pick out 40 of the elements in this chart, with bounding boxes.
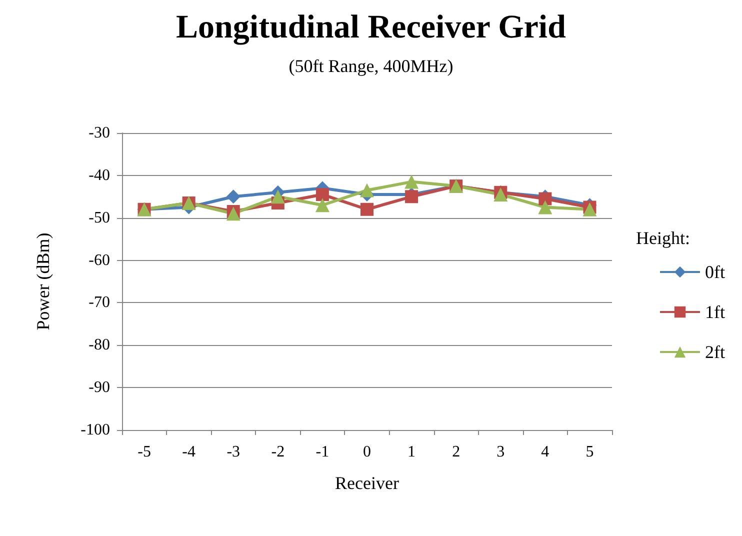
x-tick-label: 4 (541, 444, 550, 460)
point (316, 188, 329, 202)
point (360, 183, 374, 198)
x-tick-label: -5 (138, 444, 151, 460)
point (226, 206, 240, 221)
x-tick-label: 0 (363, 444, 371, 460)
point (538, 200, 552, 214)
point (315, 198, 330, 212)
chart-subtitle: (50ft Range, 400MHz) (288, 56, 454, 76)
y-tick-label: -70 (88, 294, 110, 312)
y-tick-label: -50 (88, 209, 110, 226)
y-tick-label: -40 (88, 166, 110, 184)
y-tick-label: -30 (88, 124, 110, 142)
x-tick-label: -4 (182, 444, 196, 460)
legend-label: 1ft (705, 302, 726, 322)
point (538, 192, 552, 206)
y-tick-label: -100 (80, 422, 110, 438)
x-tick-label: -2 (271, 444, 285, 460)
y-tick-label: -90 (88, 379, 110, 396)
point (582, 202, 597, 216)
point (360, 202, 374, 216)
x-axis-title: Receiver (335, 473, 399, 493)
point (405, 190, 418, 204)
x-tick-label: 3 (496, 444, 505, 460)
y-tick-label: -80 (88, 336, 110, 354)
x-tick-label: -1 (316, 444, 330, 460)
point (404, 174, 419, 189)
chart-title: Longitudinal Receiver Grid (176, 10, 566, 46)
x-tick-label: 2 (452, 444, 460, 460)
x-tick-label: -3 (226, 444, 240, 460)
legend-label: 0ft (705, 262, 726, 282)
x-tick-label: 5 (586, 444, 594, 460)
point (226, 190, 240, 204)
legend-label: 2ft (705, 342, 726, 362)
point (494, 188, 508, 202)
x-tick-label: 1 (408, 444, 416, 460)
point (270, 190, 285, 204)
y-tick-label: -60 (88, 252, 110, 269)
y-axis-title: Power (dBm) (33, 232, 53, 330)
legend-title: Height: (636, 228, 690, 249)
